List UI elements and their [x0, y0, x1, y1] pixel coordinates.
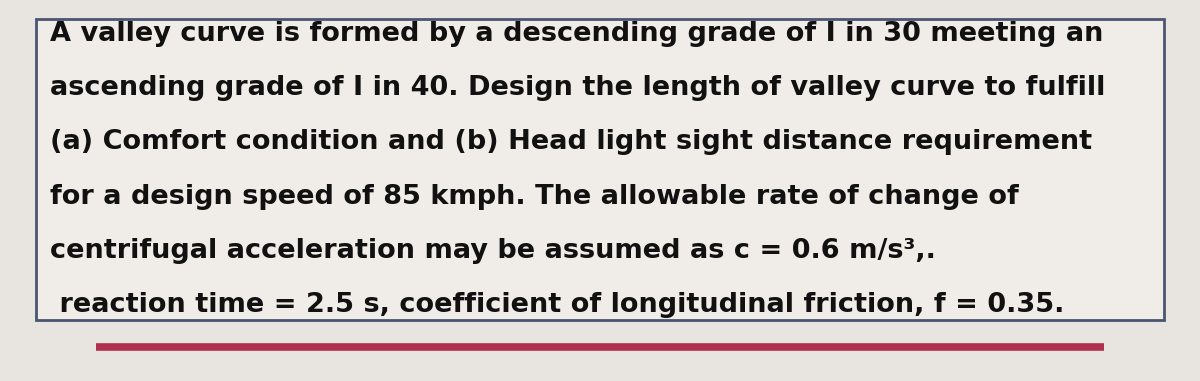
Text: (a) Comfort condition and (b) Head light sight distance requirement: (a) Comfort condition and (b) Head light…	[50, 130, 1092, 155]
Text: A valley curve is formed by a descending grade of I in 30 meeting an: A valley curve is formed by a descending…	[50, 21, 1104, 47]
Text: ascending grade of I in 40. Design the length of valley curve to fulfill: ascending grade of I in 40. Design the l…	[50, 75, 1105, 101]
Text: for a design speed of 85 kmph. The allowable rate of change of: for a design speed of 85 kmph. The allow…	[50, 184, 1019, 210]
Text: centrifugal acceleration may be assumed as c = 0.6 m/s³,.: centrifugal acceleration may be assumed …	[50, 238, 936, 264]
FancyBboxPatch shape	[36, 19, 1164, 320]
Text: reaction time = 2.5 s, coefficient of longitudinal friction, f = 0.35.: reaction time = 2.5 s, coefficient of lo…	[50, 292, 1064, 318]
